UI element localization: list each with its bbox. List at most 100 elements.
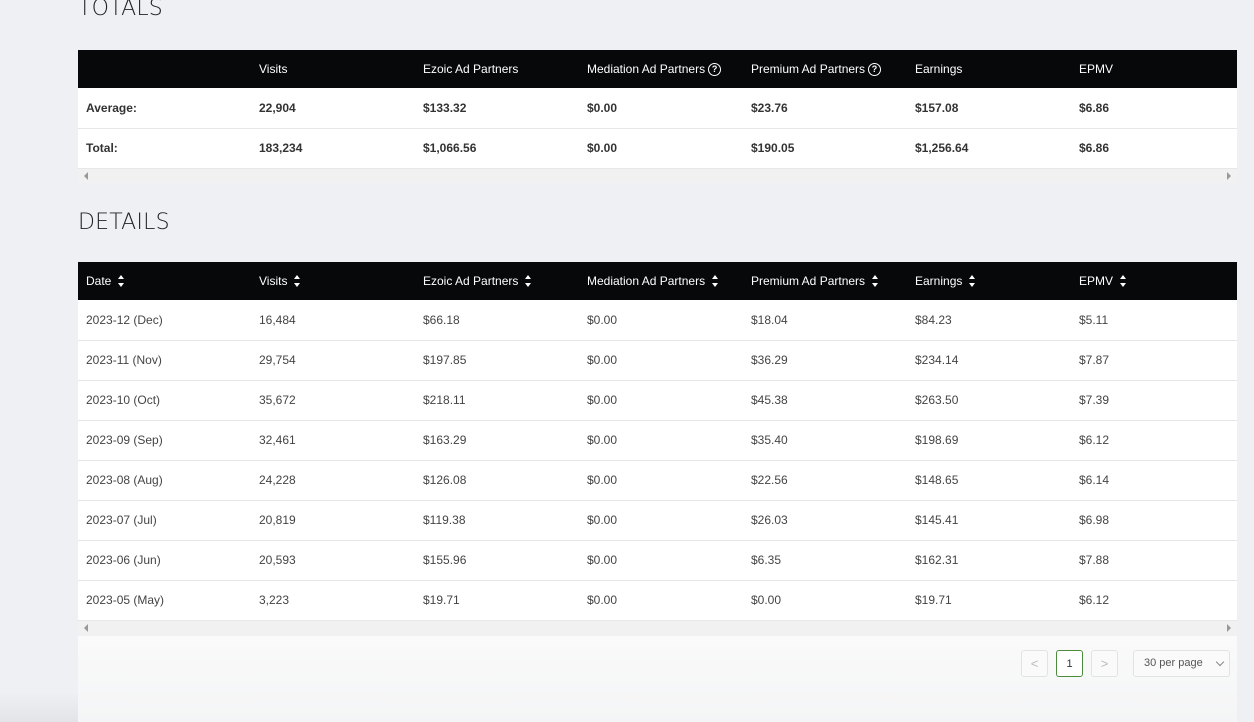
cell-mediation: $0.00: [587, 353, 618, 367]
details-table: Date Visits Ezoic Ad Partners Mediation …: [78, 262, 1237, 621]
totals-table-container: Visits Ezoic Ad Partners Mediation Ad Pa…: [78, 50, 1237, 183]
cell-visits: 3,223: [259, 593, 290, 607]
cell-premium: $0.00: [751, 593, 782, 607]
cell-earnings: $84.23: [915, 312, 952, 327]
totals-title: TOTALS: [78, 0, 163, 21]
cell-epmv: $7.87: [1079, 353, 1110, 367]
cell-ezoic: $133.32: [423, 100, 467, 115]
totals-header-epmv: EPMV: [1079, 62, 1114, 76]
sort-icon[interactable]: [711, 274, 719, 288]
cell-epmv: $6.12: [1079, 593, 1110, 607]
per-page-label: 30 per page: [1144, 657, 1203, 669]
cell-mediation: $0.00: [587, 433, 618, 447]
sort-icon[interactable]: [524, 274, 532, 288]
cell-epmv: $6.14: [1079, 473, 1110, 487]
cell-premium: $36.29: [751, 353, 788, 367]
totals-header-mediation: Mediation Ad Partners?: [579, 50, 743, 88]
totals-table: Visits Ezoic Ad Partners Mediation Ad Pa…: [78, 50, 1237, 169]
cell-date: 2023-09 (Sep): [86, 433, 163, 447]
cell-ezoic: $19.71: [423, 593, 460, 607]
cell-ezoic: $218.11: [423, 393, 466, 407]
details-header-premium[interactable]: Premium Ad Partners: [743, 262, 907, 300]
totals-header-premium: Premium Ad Partners?: [743, 50, 907, 88]
details-header-mediation[interactable]: Mediation Ad Partners: [579, 262, 743, 300]
cell-mediation: $0.00: [587, 100, 618, 115]
sort-icon[interactable]: [871, 274, 879, 288]
cell-earnings: $145.41: [915, 513, 959, 527]
cell-earnings: $198.69: [915, 433, 959, 447]
cell-epmv: $7.39: [1079, 393, 1110, 407]
sort-icon[interactable]: [968, 274, 976, 288]
cell-date: 2023-12 (Dec): [86, 312, 163, 327]
pagination-bar: < 1 > 30 per page: [78, 636, 1237, 722]
help-icon[interactable]: ?: [868, 63, 882, 77]
cell-premium: $22.56: [751, 473, 788, 487]
cell-mediation: $0.00: [587, 141, 618, 155]
prev-page-button[interactable]: <: [1021, 650, 1048, 677]
details-header-date[interactable]: Date: [78, 262, 251, 300]
cell-visits: 20,593: [259, 553, 296, 567]
cell-ezoic: $66.18: [423, 312, 460, 327]
cell-date: 2023-06 (Jun): [86, 553, 161, 567]
scroll-left-icon[interactable]: [84, 171, 88, 180]
cell-ezoic: $126.08: [423, 473, 467, 487]
cell-mediation: $0.00: [587, 393, 618, 407]
cell-ezoic: $1,066.56: [423, 141, 477, 155]
details-header-row: Date Visits Ezoic Ad Partners Mediation …: [78, 262, 1237, 300]
details-header-earnings[interactable]: Earnings: [907, 262, 1071, 300]
table-row: 2023-07 (Jul) 20,819 $119.38 $0.00 $26.0…: [78, 500, 1237, 540]
page-1-button[interactable]: 1: [1056, 650, 1083, 677]
cell-mediation: $0.00: [587, 473, 618, 487]
cell-earnings: $162.31: [915, 553, 959, 567]
cell-premium: $6.35: [751, 553, 782, 567]
details-header-epmv[interactable]: EPMV: [1071, 262, 1237, 300]
details-title: DETAILS: [78, 210, 170, 235]
cell-epmv: $6.86: [1079, 141, 1110, 155]
totals-horizontal-scrollbar[interactable]: [78, 168, 1237, 183]
cell-visits: 16,484: [259, 312, 296, 327]
table-row: 2023-12 (Dec) 16,484 $66.18 $0.00 $18.04…: [78, 300, 1237, 340]
cell-earnings: $263.50: [915, 393, 959, 407]
cell-visits: 24,228: [259, 473, 296, 487]
cell-premium: $23.76: [751, 100, 788, 115]
totals-header-row: Visits Ezoic Ad Partners Mediation Ad Pa…: [78, 50, 1237, 88]
cell-ezoic: $163.29: [423, 433, 467, 447]
table-row: 2023-06 (Jun) 20,593 $155.96 $0.00 $6.35…: [78, 540, 1237, 580]
cell-label: Total:: [86, 141, 118, 155]
details-header-visits[interactable]: Visits: [251, 262, 415, 300]
sort-icon[interactable]: [117, 274, 125, 288]
next-page-button[interactable]: >: [1091, 650, 1118, 677]
cell-visits: 35,672: [259, 393, 296, 407]
sort-icon[interactable]: [1119, 274, 1127, 288]
totals-header-visits: Visits: [259, 62, 288, 76]
cell-earnings: $19.71: [915, 593, 952, 607]
help-icon[interactable]: ?: [708, 63, 722, 77]
details-table-container: Date Visits Ezoic Ad Partners Mediation …: [78, 262, 1237, 635]
cell-visits: 183,234: [259, 141, 303, 155]
cell-visits: 20,819: [259, 513, 296, 527]
details-horizontal-scrollbar[interactable]: [78, 620, 1237, 635]
cell-mediation: $0.00: [587, 593, 618, 607]
cell-date: 2023-05 (May): [86, 593, 165, 607]
cell-epmv: $5.11: [1079, 312, 1109, 327]
table-row: 2023-08 (Aug) 24,228 $126.08 $0.00 $22.5…: [78, 460, 1237, 500]
cell-epmv: $6.98: [1079, 513, 1110, 527]
cell-mediation: $0.00: [587, 513, 618, 527]
scroll-right-icon[interactable]: [1227, 623, 1231, 632]
totals-row-total: Total: 183,234 $1,066.56 $0.00 $190.05 $…: [78, 128, 1237, 168]
table-row: 2023-09 (Sep) 32,461 $163.29 $0.00 $35.4…: [78, 420, 1237, 460]
cell-premium: $45.38: [751, 393, 788, 407]
cell-epmv: $6.12: [1079, 433, 1110, 447]
per-page-select[interactable]: 30 per page: [1133, 650, 1230, 677]
scroll-left-icon[interactable]: [84, 623, 88, 632]
cell-ezoic: $155.96: [423, 553, 467, 567]
cell-visits: 32,461: [259, 433, 296, 447]
cell-mediation: $0.00: [587, 312, 618, 327]
table-row: 2023-05 (May) 3,223 $19.71 $0.00 $0.00 $…: [78, 580, 1237, 620]
cell-date: 2023-10 (Oct): [86, 393, 161, 407]
details-header-ezoic[interactable]: Ezoic Ad Partners: [415, 262, 579, 300]
sort-icon[interactable]: [293, 274, 301, 288]
scroll-right-icon[interactable]: [1227, 171, 1231, 180]
cell-epmv: $7.88: [1079, 553, 1110, 567]
cell-premium: $190.05: [751, 141, 795, 155]
